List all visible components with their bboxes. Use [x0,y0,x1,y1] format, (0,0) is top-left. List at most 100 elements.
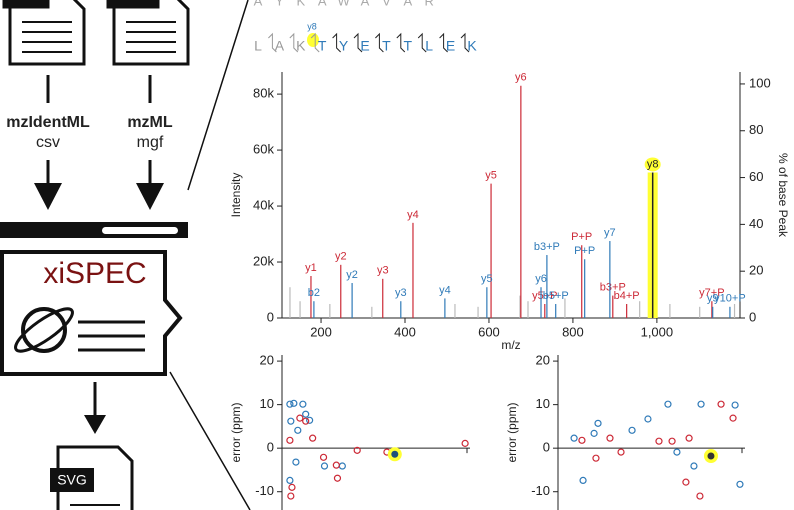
input-label: mgf [137,134,164,151]
x-tick-label: 600 [478,324,500,339]
point [461,439,469,447]
point [682,478,690,486]
point [302,410,310,418]
peak-label: P+P [574,245,595,257]
fragment-tick [396,32,406,53]
point [644,415,652,423]
residue: A [275,38,285,54]
y2-tick-label: 80 [749,122,763,137]
y-tick-label: -10 [255,483,274,498]
peak-label: y4 [439,284,451,296]
point [655,437,663,445]
peak-label: y1 [305,262,317,274]
residue: T [404,38,413,54]
point [306,416,314,424]
y-tick-label: 0 [267,309,274,324]
peak-label: b4+P [614,290,640,302]
point [332,461,340,469]
fragment-tick [460,32,470,53]
point [628,426,636,434]
y-tick-label: 20 [536,353,550,368]
point [391,450,399,458]
point [579,476,587,484]
point [696,492,704,500]
peak-label: y6 [535,273,547,285]
x-axis-label: m/z [501,338,520,352]
y-tick-label: 10 [260,396,274,411]
fragment-label: y8 [307,21,317,31]
zoom-lines [169,0,251,510]
point [690,462,698,470]
label-highlight [644,157,661,172]
y2-tick-label: 40 [749,216,763,231]
y-tick-label: 80k [253,86,274,101]
fragment-tick [417,32,427,53]
residue: W [337,0,350,8]
residue: R [425,0,434,8]
app-name: xiSPEC [43,257,146,290]
point [320,462,329,470]
fragment-tick [332,32,341,53]
output-doc [50,445,134,510]
point [590,429,598,437]
x-tick-label: 400 [394,324,416,339]
peak-label: y6 [515,72,527,84]
point [319,453,328,461]
residue: A [254,0,263,8]
peak-label: y3 [377,265,389,277]
fragment-tick [268,32,277,53]
point [287,492,295,500]
point [296,414,304,422]
peak-label: y10+P [714,293,746,305]
peak-label: y5 [485,170,497,182]
x-tick-label: 1,000 [641,324,674,339]
residue: L [254,38,262,54]
point [697,400,705,408]
point [617,448,625,456]
y-tick-label: -10 [531,483,550,498]
point [294,426,302,434]
point [286,476,294,484]
point [717,400,725,408]
residue: T [318,38,327,54]
point [673,448,681,456]
point [707,452,715,460]
fragment-tick [375,32,384,53]
fragment-tick [310,32,320,53]
point [685,434,693,442]
fragment-tick [353,32,363,53]
point [606,434,614,442]
input-label: mzML [127,114,173,131]
y-tick-label: 60k [253,142,274,157]
fragment-tick [439,32,448,53]
peak-label: y7 [604,227,616,239]
point [292,458,300,466]
peak-label: b2 [308,287,320,299]
point [333,474,342,482]
residue: E [360,38,369,54]
x-tick-label: 800 [562,324,584,339]
residue: A [361,0,370,8]
peak-label: b3+P [600,282,626,294]
residue: Y [275,0,284,8]
residue: A [318,0,327,8]
y-tick-label: 0 [543,440,550,455]
peak-label: y3 [395,287,407,299]
point [592,454,600,462]
y-tick-label: 40k [253,197,274,212]
point [736,480,744,488]
peak-label: y2 [346,269,358,281]
residue: V [382,0,391,8]
point [353,446,361,454]
y2-tick-label: 60 [749,169,763,184]
point [664,400,672,408]
y2-tick-label: 0 [749,309,756,324]
peak-label: y5+P [532,290,557,302]
peak-label: b3+P [534,241,560,253]
point [578,436,586,444]
point [729,414,737,422]
point [594,419,602,427]
residue: E [446,38,455,54]
